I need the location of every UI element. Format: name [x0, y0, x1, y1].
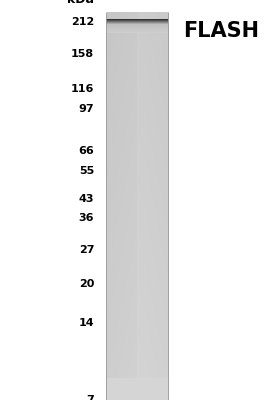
Text: 43: 43 — [79, 194, 94, 204]
Text: 212: 212 — [71, 17, 94, 27]
Text: 55: 55 — [79, 166, 94, 176]
Text: 20: 20 — [79, 278, 94, 288]
Text: kDa: kDa — [67, 0, 94, 6]
Text: FLASH: FLASH — [183, 21, 259, 41]
Text: 66: 66 — [78, 146, 94, 156]
Text: 158: 158 — [71, 50, 94, 60]
Text: 14: 14 — [79, 318, 94, 328]
Text: 116: 116 — [71, 84, 94, 94]
Text: 7: 7 — [86, 395, 94, 400]
Text: 36: 36 — [79, 214, 94, 224]
Text: 27: 27 — [79, 245, 94, 255]
Text: 97: 97 — [79, 104, 94, 114]
